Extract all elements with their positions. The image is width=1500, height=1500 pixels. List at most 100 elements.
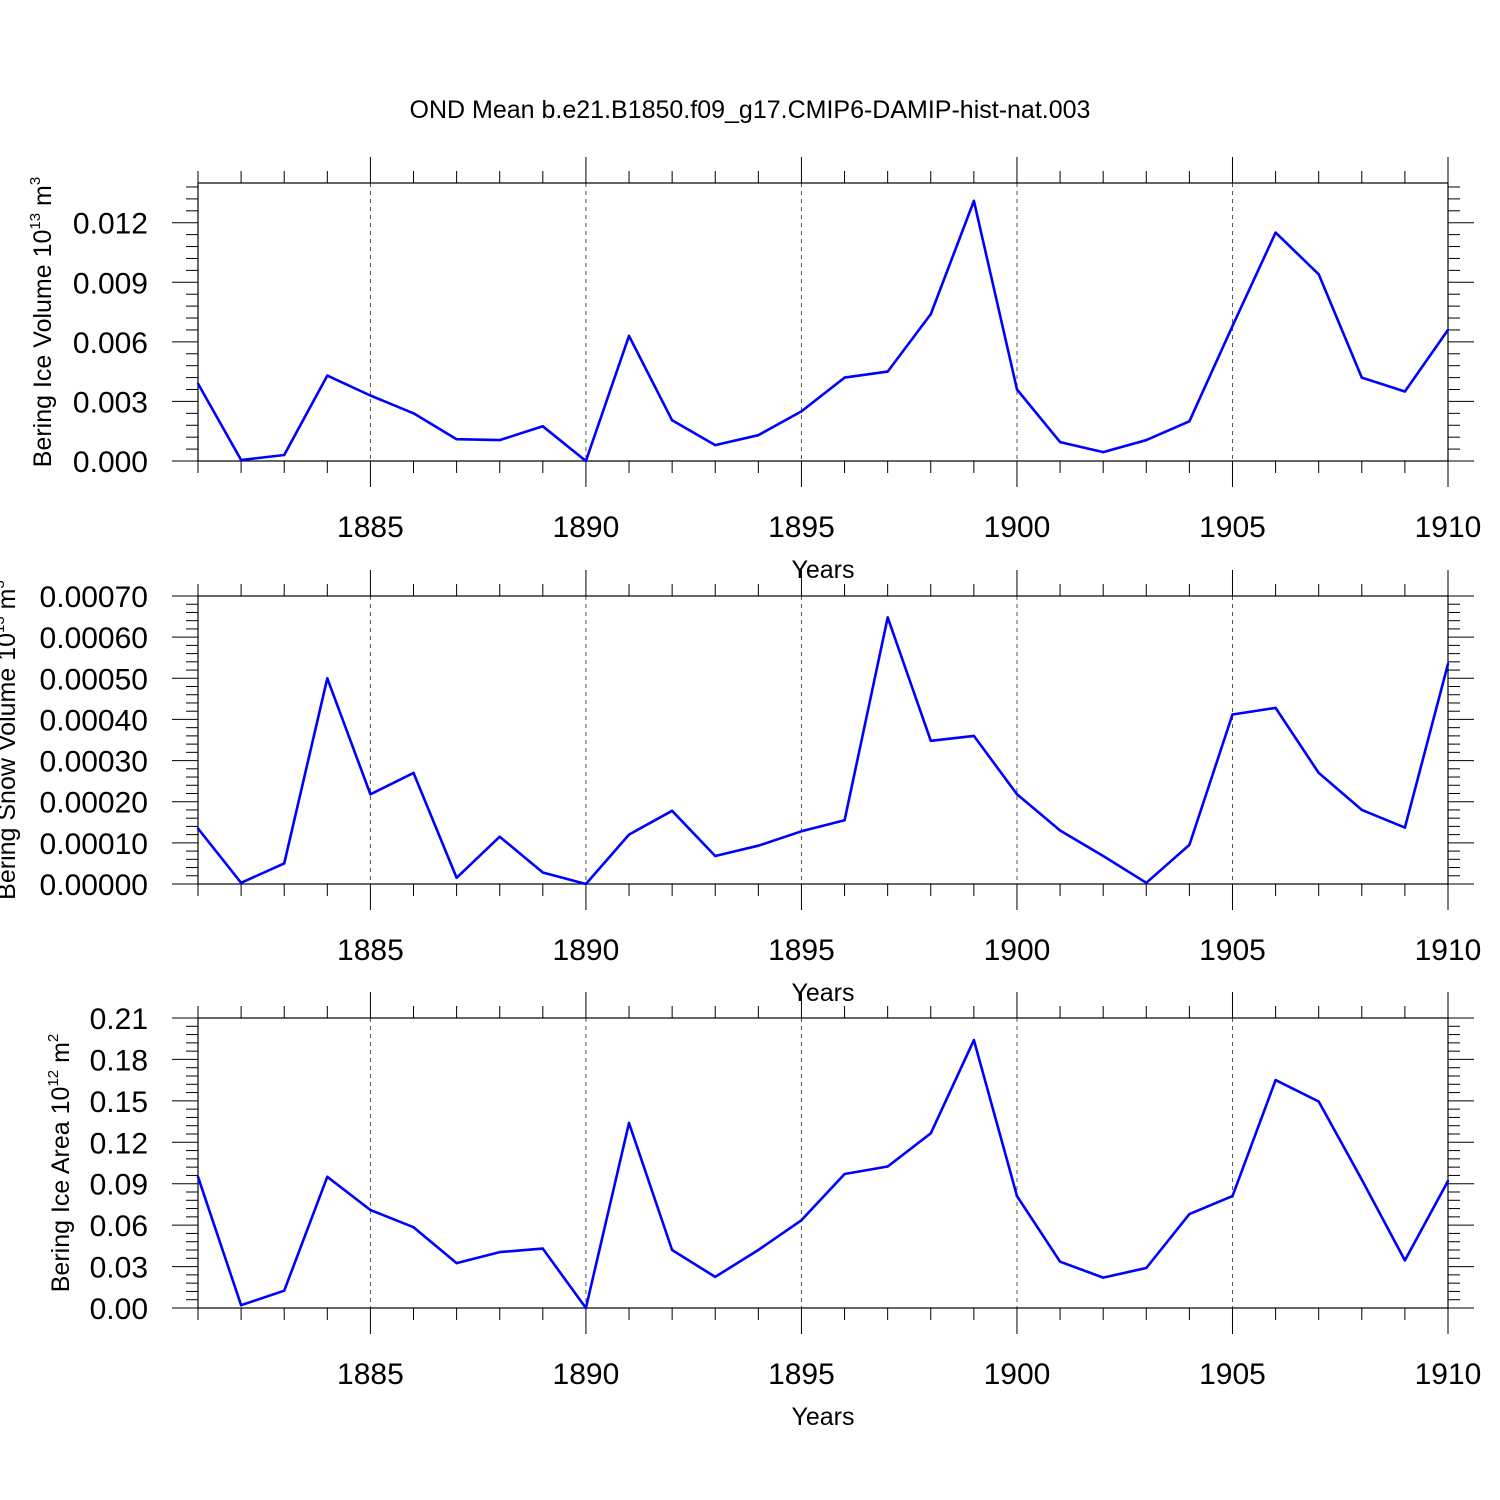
- data-point-1888: [498, 438, 501, 442]
- data-point-1909: [1403, 826, 1407, 829]
- x-tick-label: 1905: [1199, 511, 1266, 544]
- x-tick-label: 1890: [553, 934, 620, 967]
- data-point-1881: [196, 1175, 200, 1179]
- data-point-1893: [714, 854, 717, 858]
- data-point-1900: [1015, 388, 1019, 391]
- data-point-1907: [1317, 771, 1320, 775]
- data-point-1882: [239, 1304, 243, 1307]
- x-tick-label: 1895: [768, 934, 835, 967]
- data-point-1901: [1058, 1260, 1062, 1263]
- data-point-1895: [800, 410, 803, 413]
- data-point-1906: [1274, 1078, 1277, 1082]
- x-tick-label: 1900: [984, 1358, 1051, 1391]
- x-tick-label: 1900: [984, 511, 1051, 544]
- data-point-1907: [1317, 273, 1320, 276]
- x-tick-label: 1900: [984, 934, 1051, 967]
- data-point-1906: [1274, 706, 1277, 710]
- data-point-1908: [1360, 808, 1363, 812]
- plot-frame: [197, 1017, 1449, 1309]
- data-point-1894: [757, 1248, 760, 1252]
- data-point-1887: [455, 437, 458, 441]
- y-tick-label: 0.00000: [40, 869, 148, 902]
- data-point-1883: [283, 862, 286, 865]
- data-point-1885: [369, 394, 372, 397]
- data-point-1888: [498, 835, 501, 838]
- data-point-1889: [541, 1247, 545, 1250]
- x-axis-title: Years: [791, 1403, 854, 1431]
- data-point-1886: [412, 771, 415, 775]
- data-point-1898: [929, 739, 932, 743]
- x-tick-label: 1910: [1415, 934, 1482, 967]
- data-point-1909: [1403, 390, 1407, 393]
- data-point-1891: [627, 1121, 631, 1125]
- y-tick-label: 0.00010: [40, 828, 148, 861]
- y-tick-label: 0.15: [90, 1086, 148, 1119]
- data-point-1897: [886, 1165, 889, 1168]
- panel-snow-volume: 0.00000 0.00010 0.00020 0.00030 0.00040 0.000…: [0, 570, 1481, 1007]
- y-tick-label: 0.00070: [40, 581, 148, 614]
- x-tick-label: 1905: [1199, 934, 1266, 967]
- x-axis-title: Years: [791, 556, 854, 584]
- data-point-1896: [843, 376, 846, 379]
- series-line-ice-area: [196, 1038, 1450, 1310]
- data-point-1892: [670, 809, 674, 812]
- data-point-1882: [239, 881, 243, 884]
- data-point-1891: [627, 334, 631, 338]
- y-tick-label: 0.012: [73, 208, 148, 241]
- panel-ice-area: 0.00 0.03 0.06 0.09 0.12 0.15 0.18 0.21 1885 1890…: [45, 992, 1481, 1431]
- data-point-1890: [584, 459, 588, 463]
- data-point-1903: [1145, 881, 1148, 884]
- data-point-1887: [455, 876, 458, 880]
- y-axis-title: Bering Snow Volume 1013 m3: [0, 580, 21, 900]
- data-point-1904: [1188, 843, 1191, 847]
- x-tick-label: 1910: [1415, 1358, 1482, 1391]
- x-tick-label: 1890: [553, 511, 620, 544]
- data-point-1892: [670, 1248, 674, 1252]
- y-tick-label: 0.06: [90, 1210, 148, 1243]
- data-point-1902: [1101, 450, 1105, 454]
- y-axis-title: Bering Ice Volume 1013 m3: [27, 177, 57, 467]
- x-axis-title: Years: [791, 979, 854, 1007]
- data-point-1895: [800, 1219, 803, 1222]
- plot-frame: [197, 182, 1449, 462]
- x-tick-label: 1885: [337, 1358, 404, 1391]
- data-point-1902: [1101, 854, 1105, 858]
- data-point-1888: [498, 1250, 501, 1254]
- chart-title: OND Mean b.e21.B1850.f09_g17.CMIP6-DAMIP…: [410, 96, 1091, 124]
- y-tick-label: 0.21: [90, 1003, 148, 1036]
- data-point-1900: [1015, 793, 1019, 796]
- y-tick-label: 0.00050: [40, 663, 148, 696]
- x-tick-label: 1885: [337, 934, 404, 967]
- data-point-1894: [757, 844, 760, 847]
- x-tick-label: 1890: [553, 1358, 620, 1391]
- y-tick-label: 0.000: [73, 446, 148, 479]
- data-point-1897: [886, 370, 889, 373]
- data-point-1883: [283, 1289, 286, 1292]
- data-point-1884: [326, 1175, 329, 1179]
- y-tick-label: 0.18: [90, 1044, 148, 1077]
- data-point-1896: [843, 819, 846, 822]
- data-point-1900: [1015, 1194, 1019, 1198]
- data-point-1902: [1101, 1276, 1105, 1279]
- panel-ice-volume: 0.000 0.003 0.006 0.009 0.012 1885 1890 1895 190…: [27, 157, 1481, 584]
- y-tick-label: 0.00060: [40, 622, 148, 655]
- series-line-ice-volume: [196, 199, 1450, 463]
- data-point-1886: [412, 1226, 415, 1229]
- data-point-1891: [627, 833, 631, 836]
- y-axis-title: Bering Ice Area 1012 m2: [45, 1034, 75, 1293]
- data-point-1882: [239, 458, 243, 462]
- data-point-1901: [1058, 829, 1062, 832]
- y-tick-label: 0.00030: [40, 746, 148, 779]
- plot-frame: [197, 595, 1449, 885]
- data-point-1907: [1317, 1100, 1320, 1103]
- data-point-1899: [972, 199, 976, 203]
- data-point-1904: [1188, 1212, 1191, 1216]
- data-point-1894: [757, 433, 760, 437]
- data-point-1908: [1360, 376, 1363, 379]
- data-point-1893: [714, 443, 717, 447]
- y-tick-label: 0.006: [73, 327, 148, 360]
- data-point-1910: [1446, 1179, 1450, 1183]
- x-tick-label: 1895: [768, 1358, 835, 1391]
- y-tick-label: 0.009: [73, 267, 148, 300]
